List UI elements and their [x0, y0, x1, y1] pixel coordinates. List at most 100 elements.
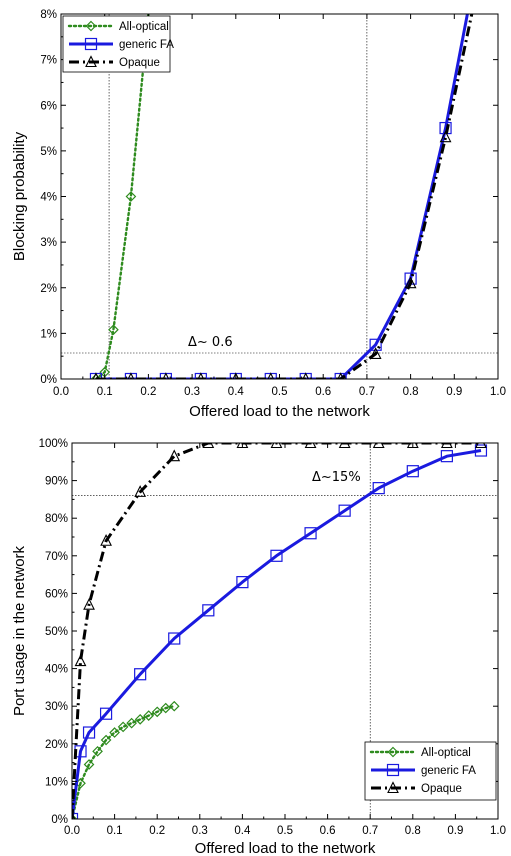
y-tick-label: 20%	[45, 739, 68, 751]
data-point-opaque	[100, 534, 112, 546]
data-point-all-optical	[125, 191, 137, 202]
data-point-all-optical	[126, 717, 137, 729]
data-point-opaque	[168, 449, 181, 462]
x-tick-label: 0.6	[320, 825, 336, 837]
legend-label: All-optical	[119, 21, 169, 33]
y-tick-label: 5%	[40, 146, 57, 158]
data-point-opaque	[83, 597, 95, 610]
data-point-all-optical	[72, 813, 78, 819]
data-point-opaque	[372, 443, 385, 449]
x-tick-label: 0.4	[228, 386, 245, 398]
data-point-generic-fa	[440, 450, 453, 463]
y-tick-label: 4%	[40, 192, 57, 204]
data-point-generic-fa	[369, 338, 382, 351]
x-tick-label: 0.1	[97, 386, 113, 398]
x-tick-label: 1.0	[490, 386, 506, 398]
chart-panel-1: 0.0 0.1 0.2 0.3 0.4 0.5 0.6 0.7 0.8 0.9 1.0 0% 1% 2% 3…	[11, 9, 506, 420]
legend-marker-icon	[387, 746, 399, 758]
y-tick-label: 2%	[40, 283, 57, 295]
x-tick-label: 0.9	[447, 825, 463, 837]
data-point-generic-fa	[270, 549, 283, 562]
data-point-all-optical	[92, 745, 103, 757]
legend-marker-icon	[85, 20, 97, 32]
delta-annotation: Δ~15%	[312, 470, 361, 485]
data-point-generic-fa	[134, 668, 147, 681]
y-tick-label: 100%	[39, 438, 68, 450]
legend: All-optical generic FA Opaque	[364, 741, 497, 801]
y-tick-label: 90%	[45, 476, 68, 488]
data-point-opaque	[475, 443, 487, 449]
legend-label: Opaque	[119, 57, 160, 69]
x-tick-label: 0.2	[140, 386, 156, 398]
data-point-generic-fa	[202, 604, 215, 617]
data-point-opaque	[202, 443, 215, 449]
x-tick-label: 0.7	[359, 386, 375, 398]
y-tick-label: 6%	[40, 100, 57, 112]
data-point-opaque	[369, 347, 382, 359]
legend: All-optical generic FA Opaque	[62, 15, 174, 73]
y-tick-label: 1%	[40, 328, 57, 340]
chart-panel-2: 0.0 0.1 0.2 0.3 0.4 0.5 0.6 0.7 0.8 0.9 1.0 0% 10% 20…	[11, 438, 506, 856]
data-point-all-optical	[151, 706, 163, 718]
series-line-generic-fa	[96, 14, 469, 379]
data-point-generic-fa	[474, 444, 488, 457]
data-point-generic-fa	[99, 707, 113, 720]
x-tick-label: 0.8	[405, 825, 421, 837]
x-tick-label: 0.0	[53, 386, 69, 398]
x-tick-label: 0.0	[64, 825, 80, 837]
data-point-all-optical	[143, 710, 155, 721]
data-point-opaque	[404, 276, 417, 289]
legend-marker-icon	[84, 37, 98, 51]
series-line-all-optical	[72, 705, 176, 819]
data-point-opaque	[74, 654, 87, 667]
data-point-generic-fa	[406, 465, 419, 478]
x-tick-label: 0.3	[192, 825, 208, 837]
guide-lines	[61, 14, 498, 379]
y-tick-label: 30%	[45, 701, 68, 713]
x-tick-label: 1.0	[490, 825, 506, 837]
data-point-generic-fa	[168, 632, 181, 645]
legend-label: generic FA	[119, 39, 174, 51]
x-tick-label: 0.3	[184, 386, 200, 398]
x-tick-label: 0.9	[446, 386, 462, 398]
data-point-all-optical	[134, 714, 146, 725]
data-point-all-optical	[160, 702, 172, 714]
data-point-all-optical	[168, 700, 180, 712]
y-tick-label: 0%	[40, 374, 57, 386]
legend-marker-icon	[387, 781, 399, 794]
y-tick-label: 0%	[51, 814, 68, 826]
x-tick-label: 0.4	[234, 825, 251, 837]
legend-label: generic FA	[421, 765, 476, 777]
x-tick-label: 0.6	[315, 386, 331, 398]
x-tick-label: 0.5	[277, 825, 293, 837]
data-point-generic-fa	[236, 576, 249, 589]
x-axis-label: Offered load to the network	[195, 840, 376, 856]
x-tick-label: 0.7	[362, 825, 378, 837]
data-point-opaque	[270, 443, 283, 449]
y-tick-label: 40%	[45, 664, 68, 676]
y-tick-label: 7%	[40, 55, 57, 67]
series-group	[72, 443, 488, 819]
x-tick-label: 0.1	[107, 825, 123, 837]
data-point-all-optical	[109, 727, 120, 738]
data-point-opaque	[439, 130, 452, 143]
x-tick-label: 0.8	[403, 386, 419, 398]
series-line-generic-fa	[72, 449, 482, 819]
y-tick-label: 3%	[40, 237, 57, 249]
legend-marker-icon	[386, 763, 400, 777]
data-point-all-optical	[108, 324, 119, 336]
data-point-generic-fa	[304, 527, 317, 540]
y-axis-label: Port usage in the network	[11, 545, 28, 716]
data-point-generic-fa	[338, 504, 351, 517]
x-tick-label: 0.2	[149, 825, 165, 837]
y-tick-label: 10%	[45, 776, 68, 788]
y-tick-label: 8%	[40, 9, 57, 21]
data-point-all-optical	[100, 734, 112, 746]
data-point-opaque	[304, 443, 317, 449]
delta-annotation: Δ~ 0.6	[188, 335, 233, 350]
data-point-all-optical	[117, 721, 129, 733]
data-point-generic-fa	[82, 726, 96, 739]
x-axis-label: Offered load to the network	[189, 403, 370, 420]
y-tick-label: 50%	[45, 626, 68, 638]
data-point-opaque	[134, 485, 147, 497]
